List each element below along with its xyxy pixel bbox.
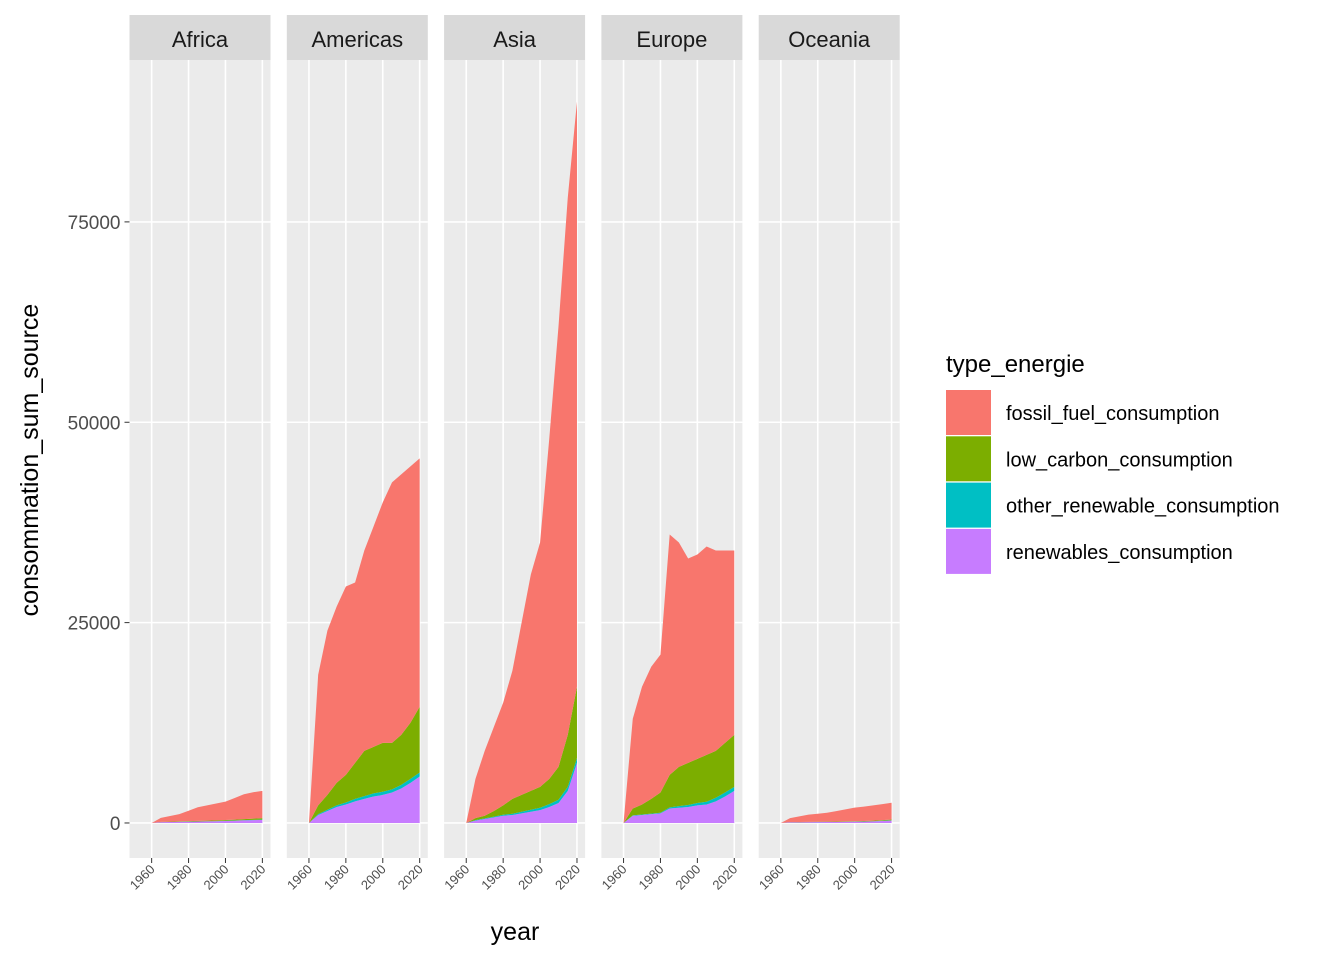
strip-background	[758, 15, 900, 60]
x-tick-label: 2020	[709, 862, 740, 893]
y-tick-label: 0	[110, 814, 121, 835]
area	[762, 819, 892, 823]
legend-key	[946, 528, 991, 574]
x-tick-label: 2020	[867, 862, 898, 893]
facet-title: Asia	[493, 27, 537, 52]
facet-title: Oceania	[788, 27, 871, 52]
area	[605, 790, 735, 823]
legend-title: type_energie	[946, 351, 1085, 378]
panel-background	[758, 60, 900, 858]
area	[762, 820, 892, 823]
panel-background	[129, 60, 271, 858]
x-tick-label: 2000	[672, 862, 703, 893]
x-tick-label: 1980	[478, 862, 509, 893]
x-tick-label: 1980	[321, 862, 352, 893]
y-tick-label: 25000	[68, 614, 121, 635]
area	[290, 706, 420, 823]
area	[290, 776, 420, 823]
area	[133, 819, 263, 823]
area	[447, 101, 577, 823]
area	[290, 458, 420, 823]
x-tick-label: 1980	[636, 862, 667, 893]
x-tick-label: 1960	[441, 862, 472, 893]
area	[605, 534, 735, 823]
y-tick-label: 50000	[68, 413, 121, 434]
x-tick-label: 1960	[284, 862, 315, 893]
area	[133, 790, 263, 823]
strip-background	[286, 15, 428, 60]
legend-label: low_carbon_consumption	[1006, 449, 1233, 471]
x-tick-label: 2020	[395, 862, 426, 893]
x-axis-title: year	[491, 918, 540, 946]
area	[605, 734, 735, 823]
y-tick-label: 75000	[68, 213, 121, 234]
area	[447, 758, 577, 823]
strip-background	[601, 15, 743, 60]
area	[447, 762, 577, 823]
x-tick-label: 2020	[552, 862, 583, 893]
area	[762, 802, 892, 823]
legend-key	[946, 436, 991, 482]
legend-key	[946, 482, 991, 528]
x-tick-label: 1960	[599, 862, 630, 893]
x-tick-label: 2000	[358, 862, 389, 893]
x-tick-label: 1960	[756, 862, 787, 893]
facet-title: Africa	[172, 27, 229, 52]
legend-label: renewables_consumption	[1006, 542, 1233, 564]
x-tick-label: 1960	[127, 862, 158, 893]
facet-title: Europe	[636, 27, 707, 52]
legend-label: other_renewable_consumption	[1006, 496, 1280, 518]
y-axis-title: consommation_sum_source	[16, 304, 44, 617]
x-tick-label: 1980	[164, 862, 195, 893]
area	[447, 686, 577, 823]
legend-label: fossil_fuel_consumption	[1006, 403, 1219, 425]
facet-title: Americas	[311, 27, 403, 52]
legend-key	[946, 390, 991, 435]
x-tick-label: 2020	[237, 862, 268, 893]
x-tick-label: 2000	[515, 862, 546, 893]
x-tick-label: 2000	[201, 862, 232, 893]
x-tick-label: 2000	[830, 862, 861, 893]
strip-background	[129, 15, 271, 60]
strip-background	[444, 15, 586, 60]
x-tick-label: 1980	[793, 862, 824, 893]
